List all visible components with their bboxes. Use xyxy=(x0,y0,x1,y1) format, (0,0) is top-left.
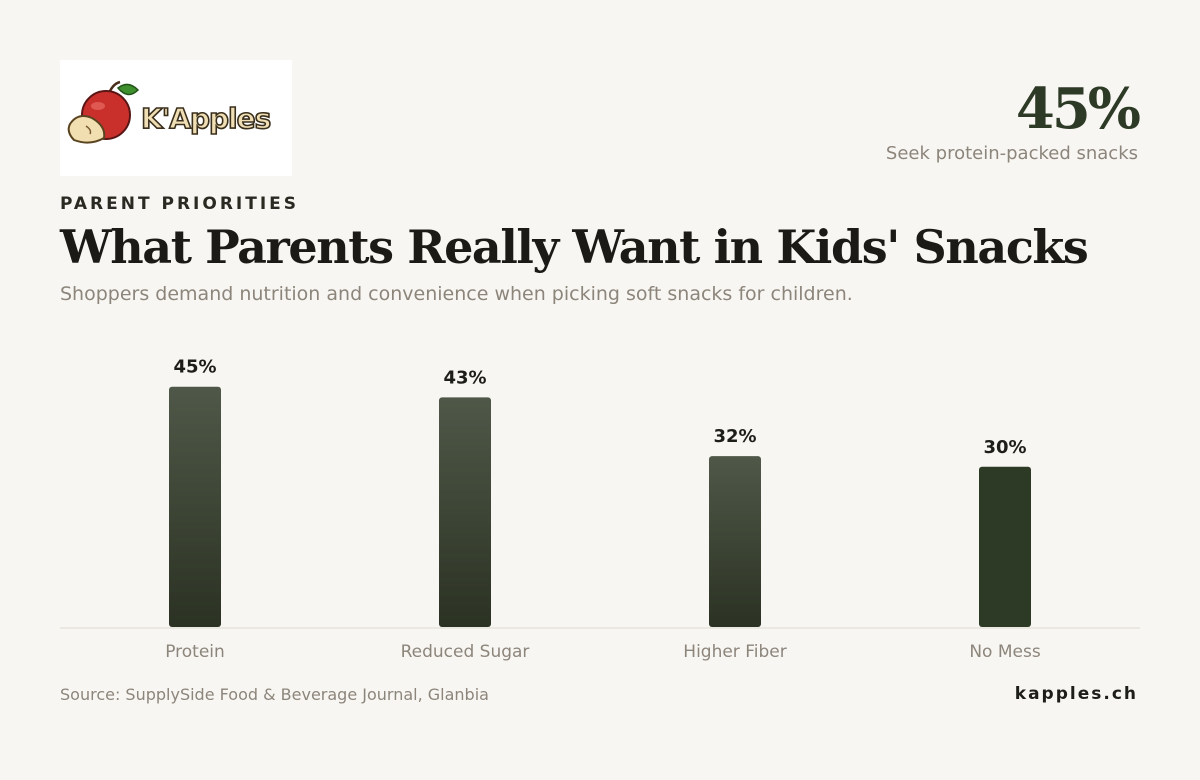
apple-logo-icon: K'Apples xyxy=(67,80,272,144)
site-link[interactable]: kapples.ch xyxy=(1014,684,1138,704)
kpi-label: Seek protein-packed snacks xyxy=(885,143,1138,164)
logo-text: K'Apples xyxy=(141,102,271,135)
category-label: Protein xyxy=(165,642,225,662)
category-label: Reduced Sugar xyxy=(401,642,530,662)
value-label: 32% xyxy=(713,426,756,447)
brand-logo: K'Apples xyxy=(60,60,292,176)
category-label: No Mess xyxy=(969,642,1041,662)
page-title: What Parents Really Want in Kids' Snacks xyxy=(60,220,1089,274)
bar-no-mess xyxy=(979,466,1031,627)
value-label: 43% xyxy=(443,367,486,388)
bar-higher-fiber xyxy=(709,456,761,627)
value-label: 30% xyxy=(983,437,1026,458)
bar-chart: 45% Protein 43% Reduced Sugar 32% Higher Fibe… xyxy=(60,357,1140,662)
page-subtitle: Shoppers demand nutrition and convenienc… xyxy=(60,283,853,305)
source-note: Source: SupplySide Food & Beverage Journ… xyxy=(60,685,489,704)
value-label: 45% xyxy=(173,357,216,378)
bar-reduced-sugar xyxy=(439,397,491,627)
eyebrow-label: PARENT PRIORITIES xyxy=(60,194,300,214)
category-label: Higher Fiber xyxy=(683,642,786,662)
kpi-callout: 45% Seek protein-packed snacks xyxy=(885,76,1141,166)
bar-protein xyxy=(169,386,221,627)
kpi-value: 45% xyxy=(1015,76,1141,142)
